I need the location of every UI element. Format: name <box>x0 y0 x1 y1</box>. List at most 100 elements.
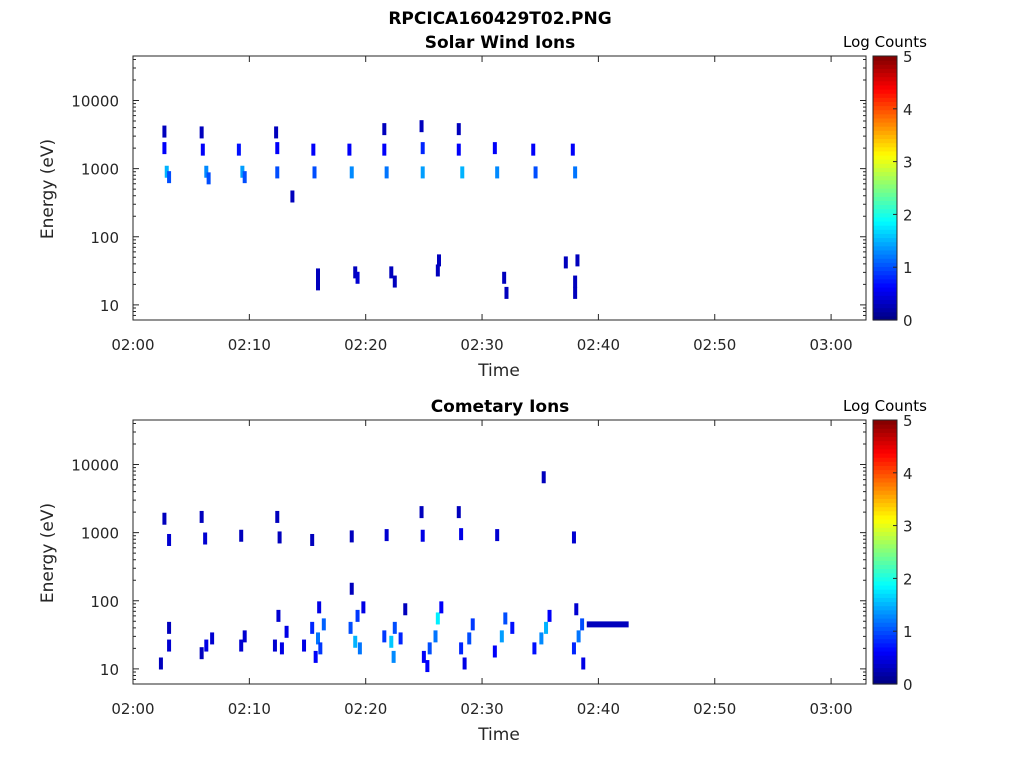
colorbar-swatch <box>873 138 897 144</box>
colorbar-swatch <box>873 225 897 230</box>
colorbar-tick-label: 4 <box>903 465 913 483</box>
colorbar-swatch <box>873 552 897 557</box>
data-cell <box>355 609 360 622</box>
colorbar-swatch <box>873 498 897 504</box>
data-cell <box>419 120 424 133</box>
data-cell <box>391 650 396 663</box>
colorbar-swatch <box>873 490 897 495</box>
colorbar-swatch <box>873 527 897 532</box>
data-cell <box>382 123 387 136</box>
colorbar-swatch <box>873 539 897 545</box>
data-cell <box>456 143 461 156</box>
data-cell <box>357 642 362 655</box>
colorbar-swatch <box>873 221 897 226</box>
data-cell <box>349 530 354 543</box>
colorbar-swatch <box>873 448 897 454</box>
colorbar-swatch <box>873 564 897 570</box>
data-cell <box>435 612 440 625</box>
colorbar-swatch <box>873 506 897 512</box>
colorbar-swatch <box>873 481 897 487</box>
data-cell <box>499 630 504 643</box>
data-cell <box>310 533 315 546</box>
x-tick-label: 02:40 <box>577 700 620 718</box>
data-cell <box>167 621 172 634</box>
data-cell <box>435 264 440 277</box>
data-cell <box>274 126 279 139</box>
colorbar-swatch <box>873 89 897 94</box>
colorbar-swatch <box>873 585 897 590</box>
y-axis-label: Energy (eV) <box>38 503 58 603</box>
colorbar-label: Log Counts <box>843 33 927 51</box>
data-cell <box>349 582 354 595</box>
data-cell <box>533 166 538 179</box>
data-cell <box>531 143 536 156</box>
colorbar-tick-label: 2 <box>903 570 913 588</box>
colorbar-frame <box>872 55 898 321</box>
data-cell <box>312 166 317 179</box>
x-tick-label: 02:20 <box>344 700 387 718</box>
data-cell <box>382 630 387 643</box>
colorbar-tick-label: 3 <box>903 518 913 536</box>
y-axis-label: Energy (eV) <box>38 139 58 239</box>
data-cell <box>158 657 163 670</box>
data-cell <box>275 510 280 523</box>
colorbar-swatch <box>873 436 897 442</box>
colorbar-swatch <box>873 572 897 578</box>
colorbar-swatch <box>873 109 897 115</box>
data-cell <box>347 143 352 156</box>
colorbar-swatch <box>873 282 897 288</box>
data-cell <box>459 642 464 655</box>
colorbar-swatch <box>873 303 897 309</box>
colorbar-swatch <box>873 440 897 446</box>
y-tick-label: 10 <box>100 297 119 315</box>
data-cell <box>284 625 289 638</box>
data-cell <box>313 650 318 663</box>
data-cell <box>206 172 211 185</box>
colorbar-swatch <box>873 601 897 607</box>
colorbar-swatch <box>873 514 897 520</box>
colorbar-swatch <box>873 56 897 61</box>
data-cell <box>204 639 209 652</box>
colorbar-swatch <box>873 241 897 247</box>
colorbar-swatch <box>873 229 897 234</box>
data-cell <box>495 166 500 179</box>
panel-title: Cometary Ions <box>431 397 570 417</box>
colorbar-swatch <box>873 556 897 561</box>
y-tick-label: 1000 <box>81 525 119 543</box>
colorbar-swatch <box>873 671 897 677</box>
colorbar-swatch <box>873 523 897 528</box>
data-cell <box>239 639 244 652</box>
colorbar-swatch <box>873 675 897 681</box>
data-cell <box>167 533 172 546</box>
colorbar-swatch <box>873 117 897 123</box>
colorbar-swatch <box>873 618 897 623</box>
colorbar-swatch <box>873 266 897 272</box>
colorbar-swatch <box>873 486 897 491</box>
data-cell <box>580 618 585 631</box>
panel-title: Solar Wind Ions <box>425 33 576 53</box>
colorbar-swatch <box>873 192 897 197</box>
data-cell <box>573 275 578 288</box>
colorbar-swatch <box>873 76 897 82</box>
data-cell <box>462 657 467 670</box>
colorbar-swatch <box>873 465 897 471</box>
data-cell <box>204 165 209 178</box>
figure-title: RPCICA160429T02.PNG <box>388 9 611 29</box>
x-axis: 02:00 02:10 02:20 02:30 02:40 02:50 03:00 <box>111 56 853 354</box>
colorbar-swatch <box>873 204 897 210</box>
data-cell <box>355 271 360 284</box>
data-cell <box>200 143 205 156</box>
colorbar-swatch <box>873 519 897 524</box>
y-tick-label: 100 <box>90 593 119 611</box>
data-cell <box>164 165 169 178</box>
y-axis: 10 100 1000 10000 <box>71 58 866 321</box>
data-band <box>586 621 629 628</box>
x-tick-label: 02:10 <box>228 700 271 718</box>
plot-area <box>132 419 867 685</box>
data-cell <box>571 642 576 655</box>
x-tick-label: 02:20 <box>344 336 387 354</box>
data-cell <box>403 603 408 616</box>
colorbar-swatch <box>873 72 897 78</box>
data-cell <box>382 143 387 156</box>
